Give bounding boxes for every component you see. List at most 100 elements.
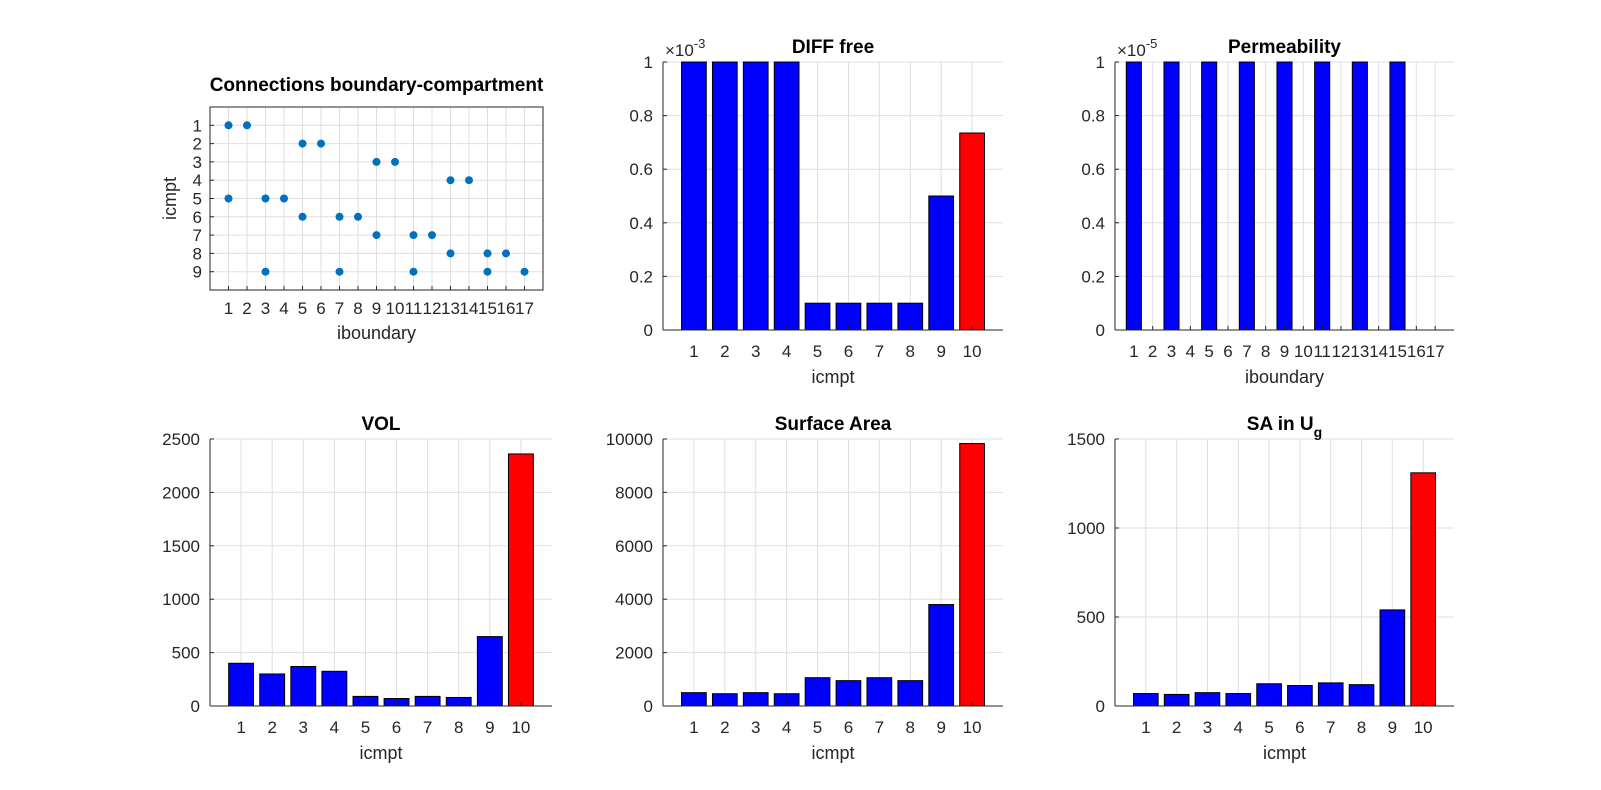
x-tick-label: 6 [392,718,401,737]
x-tick-label: 13 [441,299,460,318]
x-tick-label: 1 [224,299,233,318]
y-tick-label: 0 [644,697,653,716]
chart-title: SA in Ug [1247,414,1322,440]
data-point [446,176,455,185]
x-tick-label: 12 [1332,342,1351,361]
data-point [409,267,418,276]
chart-5: 1 2 3 4 5 6 7 8 9 10 0 500 1000 1500 SA in Ug icmpt [1067,414,1454,763]
x-tick-label: 9 [1388,718,1397,737]
x-tick-label: 8 [1261,342,1270,361]
bar [804,677,831,707]
chart-title: Permeability [1228,37,1341,58]
data-point [298,139,307,148]
y-tick-label: 1 [644,53,653,72]
data-point [335,267,344,276]
bar [742,61,769,331]
x-tick-label: 10 [963,718,982,737]
x-tick-label: 7 [1242,342,1251,361]
bar [681,61,707,331]
x-tick-label: 16 [497,299,516,318]
y-tick-label: 3 [193,153,202,172]
data-point [502,249,510,258]
y-tick-label: 10000 [606,430,653,449]
bar [507,453,534,707]
bar [321,670,348,707]
data-point [261,267,270,276]
chart-4: 1 2 3 4 5 6 7 8 9 10 0 2000 4000 6000 8000 10000 Surface… [606,414,1003,763]
x-tick-label: 9 [1280,342,1289,361]
y-tick-label: 7 [193,226,202,245]
data-point [409,231,418,240]
bar [259,673,286,707]
bar [290,665,317,707]
x-tick-label: 16 [1407,342,1426,361]
y-axis-label: icmpt [160,177,180,220]
y-tick-label: 0 [1096,697,1105,716]
y-tick-label: 1000 [162,590,200,609]
chart-3: 1 2 3 4 5 6 7 8 9 10 0 500 1000 1500 2000 2500 VOL icmpt [162,414,552,763]
y-tick-label: 0.6 [1081,160,1105,179]
x-tick-label: 9 [372,299,381,318]
data-point [280,194,288,203]
chart-0: 1 2 3 4 5 6 7 8 9 10 11 12 13 14 15 16 17123456789Connec… [160,75,544,343]
bar [866,677,893,707]
data-point [317,139,325,148]
x-tick-label: 11 [1313,342,1331,361]
y-tick-label: 0.6 [629,160,653,179]
x-tick-label: 8 [906,718,915,737]
x-tick-label: 4 [1186,342,1195,361]
chart-title: DIFF free [792,37,874,58]
x-tick-label: 5 [1204,342,1213,361]
x-tick-label: 1 [1141,718,1150,737]
y-tick-label: 0 [191,697,200,716]
bar [1276,61,1293,331]
x-tick-label: 1 [236,718,245,737]
y-tick-label: 2000 [162,483,200,502]
x-tick-label: 10 [386,299,405,318]
exponent-power: -3 [694,36,706,51]
x-tick-label: 8 [1357,718,1366,737]
y-tick-label: 0.4 [1081,214,1105,233]
bar [804,302,831,331]
data-point [428,231,436,240]
y-tick-label: 1 [1096,53,1105,72]
chart-title: VOL [361,414,400,435]
y-tick-label: 0.2 [1081,267,1105,286]
y-tick-label: 0.8 [629,107,653,126]
x-tick-label: 10 [511,718,530,737]
bar [711,61,738,331]
x-tick-label: 8 [353,299,362,318]
x-tick-label: 2 [242,299,251,318]
y-tick-label: 500 [1077,608,1105,627]
x-tick-label: 6 [1295,718,1304,737]
data-point [372,157,381,166]
x-tick-label: 11 [405,299,423,318]
data-point [354,212,362,221]
data-point [465,176,473,185]
x-tick-label: 3 [1167,342,1176,361]
exponent-base: ×10 [1117,41,1146,60]
bar [866,302,893,331]
x-tick-label: 7 [875,342,884,361]
data-point [446,249,455,258]
y-tick-label: 0.2 [629,267,653,286]
bar [928,195,955,331]
bar [1314,61,1331,331]
x-tick-label: 2 [1148,342,1157,361]
bar [1351,61,1368,331]
x-tick-label: 13 [1350,342,1369,361]
x-tick-label: 14 [460,299,479,318]
x-tick-label: 10 [1294,342,1313,361]
x-tick-label: 7 [423,718,432,737]
y-tick-label: 0 [644,321,653,340]
chart-2: 1 2 3 4 5 6 7 8 9 10 11 12 13 14 15 16 1700.20.40.60.81×… [1081,36,1454,387]
x-tick-label: 5 [298,299,307,318]
axis-exponent-label: ×10-3 [665,36,705,60]
data-point [261,194,270,203]
bar [835,680,862,707]
exponent-base: ×10 [665,41,694,60]
x-tick-label: 8 [906,342,915,361]
y-tick-label: 1 [193,116,202,135]
x-tick-label: 7 [1326,718,1335,737]
x-tick-label: 5 [361,718,370,737]
